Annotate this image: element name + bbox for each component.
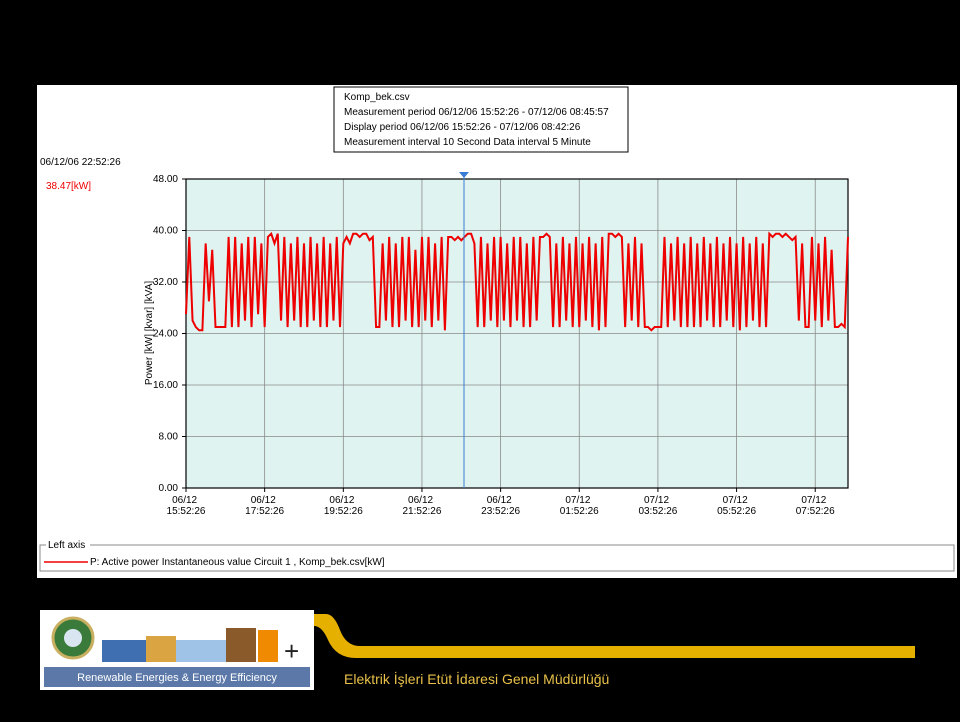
y-tick-label: 48.00 [153,174,178,185]
legend-label: P: Active power Instantaneous value Circ… [90,557,385,568]
y-tick-label: 40.00 [153,226,178,237]
logo-photo [176,640,226,662]
info-line: Display period 06/12/06 15:52:26 - 07/12… [344,122,581,133]
logo-plus: + [284,636,299,666]
logo-caption: Renewable Energies & Energy Efficiency [77,672,277,684]
logo-photo [146,636,176,662]
y-tick-label: 16.00 [153,380,178,391]
info-line: Komp_bek.csv [344,92,410,103]
page: {"chart_data": { "type": "line", "annota… [0,0,960,722]
organization: Elektrik İşleri Etüt İdaresi Genel Müdür… [344,670,609,687]
logo-photo [226,628,256,662]
cursor-readout: 38.47[kW] [46,181,91,192]
info-line: Measurement interval 10 Second Data inte… [344,137,591,148]
slide: Komp_bek.csv Measurement period 06/12/06… [0,0,960,722]
logo-e [258,630,278,662]
info-line: Measurement period 06/12/06 15:52:26 - 0… [344,107,609,118]
y-tick-label: 24.00 [153,329,178,340]
logo-photo [102,640,146,662]
y-axis-label: Power [kW] [kvar] [kVA] [144,281,155,385]
legend-title: Left axis [48,540,85,551]
logo-emblem-inner [64,629,82,647]
y-tick-label: 32.00 [153,277,178,288]
y-tick-label: 0.00 [159,483,179,494]
y-tick-label: 8.00 [159,432,179,443]
cursor-time: 06/12/06 22:52:26 [40,157,121,168]
